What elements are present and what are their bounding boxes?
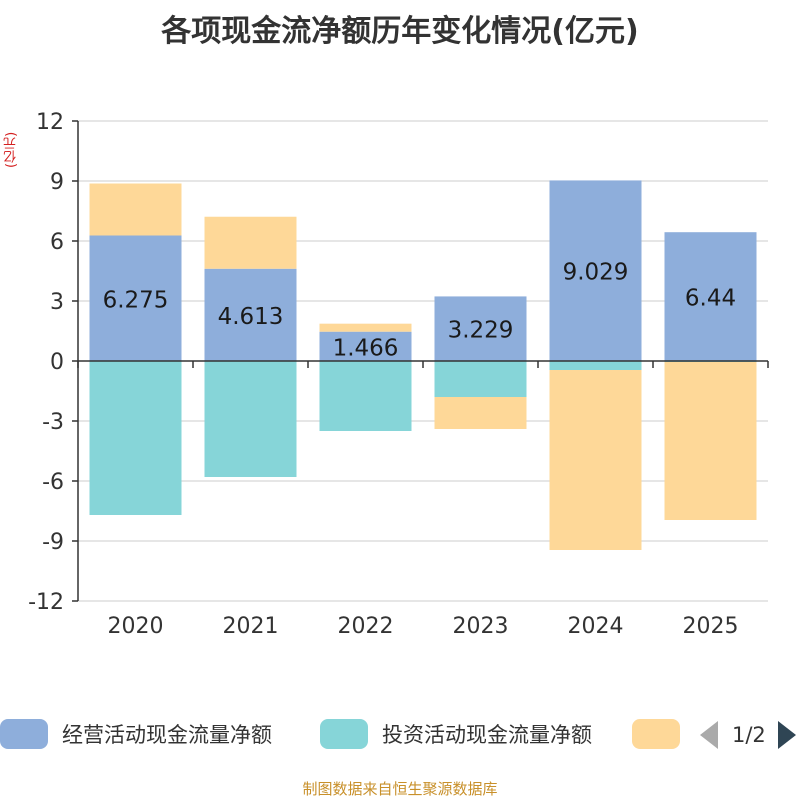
legend-item-investing[interactable]: 投资活动现金流量净额 <box>320 716 592 752</box>
bar-data-label: 4.613 <box>218 304 284 330</box>
bar-series0-2021 <box>204 268 297 361</box>
bar-series1-2024 <box>549 361 642 370</box>
bar-series0-2024 <box>549 180 642 361</box>
x-tick-label: 2025 <box>683 614 739 639</box>
y-tick-label: 3 <box>50 290 64 315</box>
y-tick-label: -9 <box>42 530 64 555</box>
bar-series2-2024 <box>549 370 642 550</box>
bar-data-label: 6.275 <box>103 287 169 313</box>
x-tick-label: 2023 <box>453 614 509 639</box>
x-tick-label: 2024 <box>568 614 624 639</box>
y-tick-label: 9 <box>50 170 64 195</box>
legend-page-indicator: 1/2 <box>732 723 766 747</box>
legend-prev-arrow-icon[interactable] <box>700 721 718 749</box>
bar-series0-2023 <box>434 296 527 361</box>
legend-swatch-investing <box>320 719 368 749</box>
cash-flow-chart: 12 9 6 3 0 -3 -6 -9 -12 6.275 4.613 1.466 3.229 9.029… <box>28 110 769 639</box>
legend-swatch-operating <box>0 719 48 749</box>
bar-data-label: 9.029 <box>563 260 629 286</box>
y-tick-label: -3 <box>42 410 64 435</box>
legend: 经营活动现金流量净额 投资活动现金流量净额 <box>0 716 800 756</box>
legend-label-operating: 经营活动现金流量净额 <box>62 723 272 747</box>
bar-data-label: 1.466 <box>333 335 399 361</box>
bar-series0-2020 <box>89 235 182 361</box>
y-tick-label: 0 <box>50 350 64 375</box>
y-tick-label: -12 <box>28 590 64 615</box>
bar-series0-2022 <box>319 331 412 361</box>
x-tick-label: 2020 <box>108 614 164 639</box>
bar-series2-2025 <box>664 362 757 520</box>
y-tick-label: 6 <box>50 230 64 255</box>
bar-series1-2022 <box>319 361 412 431</box>
bar-series1-2021 <box>204 361 297 477</box>
legend-pager: 1/2 <box>700 718 796 752</box>
bar-series2-2020 <box>89 183 182 236</box>
chart-title: 各项现金流净额历年变化情况(亿元) <box>161 14 639 49</box>
bar-series0-2025 <box>664 232 757 361</box>
legend-swatch-financing <box>632 719 680 749</box>
bar-data-label: 3.229 <box>448 318 514 344</box>
x-tick-label: 2022 <box>338 614 394 639</box>
bar-series2-2021 <box>204 216 297 269</box>
x-tick-label: 2021 <box>223 614 279 639</box>
bar-data-label: 6.44 <box>685 286 736 312</box>
bar-series1-2023 <box>434 361 527 397</box>
legend-item-financing[interactable] <box>632 716 694 752</box>
bar-series2-2023 <box>434 397 527 429</box>
legend-item-operating[interactable]: 经营活动现金流量净额 <box>0 716 272 752</box>
legend-next-arrow-icon[interactable] <box>777 721 796 749</box>
data-source-note: 制图数据来自恒生聚源数据库 <box>302 780 498 798</box>
y-tick-label: 12 <box>36 110 64 135</box>
legend-label-investing: 投资活动现金流量净额 <box>382 723 592 747</box>
y-tick-label: -6 <box>42 470 64 495</box>
bar-series2-2022 <box>319 323 412 332</box>
bar-series1-2020 <box>89 361 182 515</box>
